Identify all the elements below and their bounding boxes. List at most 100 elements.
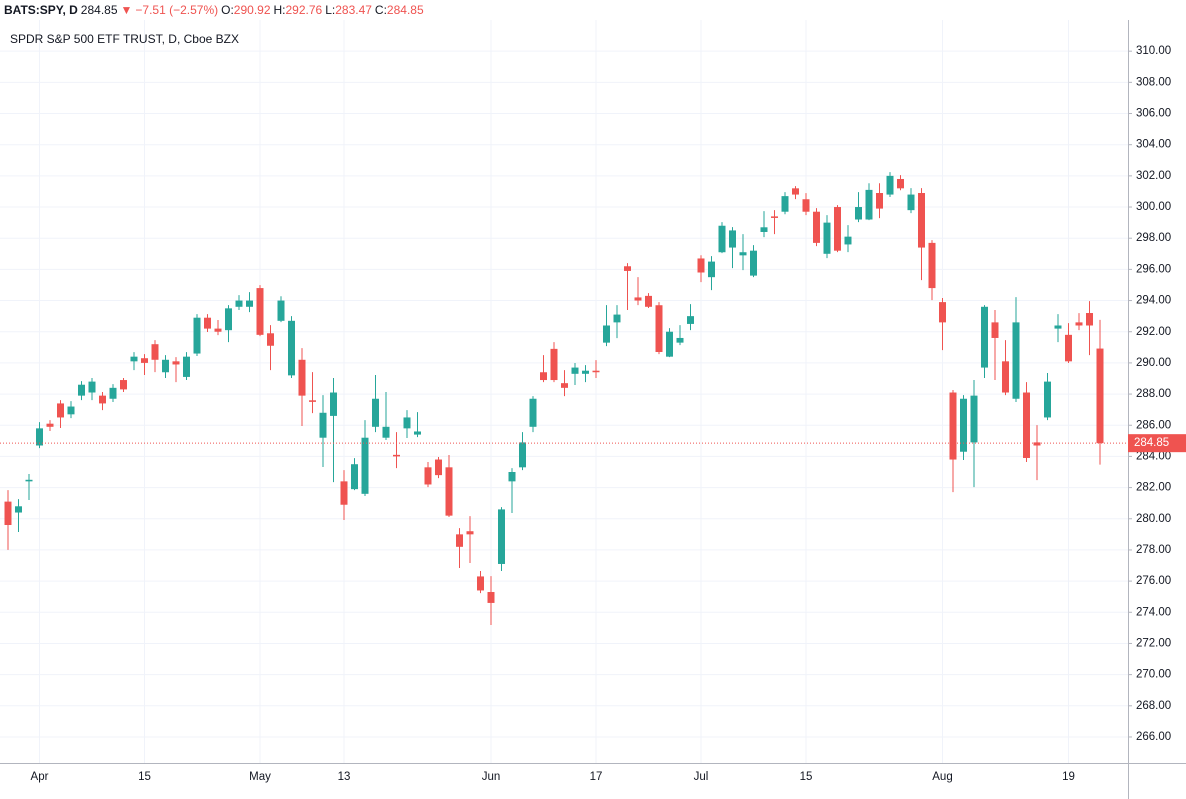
candle-body — [25, 479, 33, 482]
candle-body — [550, 348, 558, 381]
candle-body — [571, 367, 579, 374]
y-tick-label: 268.00 — [1136, 700, 1171, 712]
y-tick-label: 286.00 — [1136, 419, 1171, 431]
candle-body — [36, 428, 43, 446]
candle-body — [939, 302, 946, 323]
candle-body — [991, 322, 999, 338]
candle-body — [907, 194, 915, 211]
candle-body — [1012, 322, 1020, 399]
y-tick-label: 282.00 — [1136, 482, 1171, 494]
down-arrow: ▼ — [120, 3, 133, 17]
x-tick-label: 17 — [590, 771, 603, 783]
candle-body — [78, 384, 85, 396]
y-tick-label: 284.00 — [1136, 450, 1171, 462]
candle-body — [771, 216, 778, 218]
candle-body — [4, 501, 12, 525]
candle-body — [918, 193, 925, 248]
candle-body — [57, 403, 64, 418]
candle-body — [970, 395, 978, 443]
candle-body — [330, 392, 337, 416]
last-price-label: 284.85 — [1134, 437, 1169, 449]
candle-body — [498, 509, 505, 564]
candle-body — [477, 576, 484, 591]
candle-body — [666, 331, 673, 357]
candle-body — [1065, 334, 1072, 362]
candle-body — [372, 398, 379, 427]
y-tick-label: 290.00 — [1136, 357, 1171, 369]
candle-body — [540, 372, 547, 381]
candle-body — [529, 398, 537, 427]
candle-body — [708, 261, 715, 278]
candle-body — [960, 398, 967, 452]
candle-body — [823, 222, 831, 254]
candle-body — [235, 300, 243, 307]
candle-body — [750, 250, 757, 276]
open-label: O: — [221, 3, 234, 17]
y-tick-label: 308.00 — [1136, 76, 1171, 88]
candle-body — [456, 534, 463, 547]
candle-body — [729, 230, 736, 248]
y-tick-label: 306.00 — [1136, 108, 1171, 120]
candle-body — [445, 467, 453, 516]
candle-body — [277, 300, 285, 321]
candle-body — [739, 252, 747, 256]
last-price-tag — [1128, 434, 1186, 453]
candle-body — [1002, 361, 1009, 393]
y-tick-label: 300.00 — [1136, 201, 1171, 213]
candle-body — [760, 227, 768, 232]
x-tick-label: 13 — [338, 771, 351, 783]
high-value: 292.76 — [285, 3, 323, 17]
candle-body — [634, 297, 642, 301]
high-label: H: — [273, 3, 286, 17]
candle-body — [508, 472, 516, 482]
open-value: 290.92 — [233, 3, 271, 17]
candle-body — [928, 242, 936, 289]
candle-body — [687, 316, 694, 324]
candle-body — [424, 467, 432, 485]
candle-body — [67, 406, 75, 415]
header: BATS:SPY, D 284.85 ▼ −7.51 (−2.57%) O:290.92… — [0, 0, 1186, 20]
candle-body — [655, 305, 663, 352]
candle-body — [204, 317, 211, 329]
candle-body — [267, 333, 274, 346]
candle-body — [1075, 322, 1083, 326]
candle-body — [130, 356, 138, 362]
candle-body — [561, 383, 568, 388]
y-tick-label: 310.00 — [1136, 45, 1171, 57]
candle-body — [844, 236, 852, 245]
y-tick-label: 302.00 — [1136, 170, 1171, 182]
candle-body — [309, 400, 316, 402]
candle-body — [1023, 392, 1030, 458]
y-tick-label: 292.00 — [1136, 326, 1171, 338]
x-tick-label: May — [249, 771, 271, 783]
candle-body — [162, 359, 169, 373]
x-tick-label: 15 — [138, 771, 151, 783]
candle-body — [487, 592, 495, 603]
candle-body — [781, 196, 789, 212]
candle-body — [1086, 313, 1093, 326]
candle-body — [88, 381, 96, 393]
candle-body — [382, 426, 390, 438]
x-tick-label: Jul — [694, 771, 709, 783]
candle-body — [886, 175, 894, 195]
y-tick-label: 288.00 — [1136, 388, 1171, 400]
candle-body — [172, 361, 180, 365]
chart: 266.00 268.00 270.00 272.00 274.00 276.00 278.… — [0, 20, 1186, 799]
candle-body — [592, 370, 600, 373]
candle-body — [151, 344, 159, 360]
candle-body — [319, 412, 327, 438]
x-tick-label: Jun — [482, 771, 501, 783]
candle-body — [246, 300, 253, 307]
candle-body — [256, 288, 264, 335]
y-tick-label: 298.00 — [1136, 232, 1171, 244]
last-price: 284.85 — [80, 3, 118, 17]
candle-body — [99, 395, 106, 404]
candle-body — [855, 207, 862, 220]
candle-body — [1096, 348, 1104, 444]
close-label: C: — [374, 3, 387, 17]
candle-body — [120, 380, 127, 390]
candle-body — [214, 328, 222, 332]
candle-body — [645, 295, 652, 307]
candle-body — [435, 459, 442, 476]
